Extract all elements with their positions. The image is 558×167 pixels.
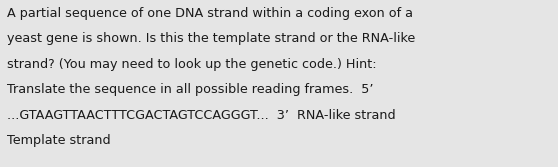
Text: A partial sequence of one DNA strand within a coding exon of a: A partial sequence of one DNA strand wit… bbox=[7, 7, 413, 20]
Text: ...GTAAGTTAACTTTCGACTAGTCCAGGGT...  3’  RNA-like strand: ...GTAAGTTAACTTTCGACTAGTCCAGGGT... 3’ RN… bbox=[7, 109, 395, 122]
Text: strand? (You may need to look up the genetic code.) Hint:: strand? (You may need to look up the gen… bbox=[7, 58, 376, 71]
Text: Template strand: Template strand bbox=[7, 134, 110, 147]
Text: Translate the sequence in all possible reading frames.  5’: Translate the sequence in all possible r… bbox=[7, 83, 373, 96]
Text: yeast gene is shown. Is this the template strand or the RNA-like: yeast gene is shown. Is this the templat… bbox=[7, 32, 415, 45]
